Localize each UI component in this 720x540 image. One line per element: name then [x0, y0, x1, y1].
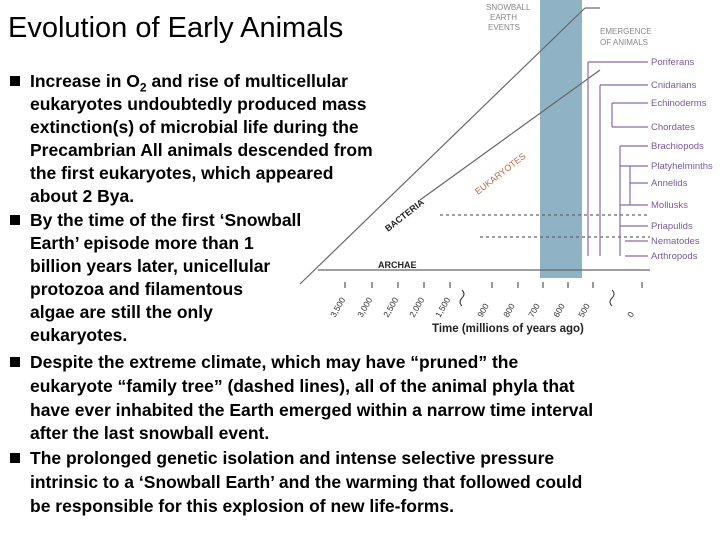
phylum-label: Nematodes — [651, 236, 700, 247]
bacteria-label: BACTERIA — [383, 197, 426, 234]
phylum-label: Mollusks — [651, 200, 688, 211]
eukaryotes-label: EUKARYOTES — [473, 151, 528, 197]
phylum-label: Poriferans — [651, 57, 695, 68]
snowball-band — [540, 0, 582, 278]
bullet-marker — [10, 215, 20, 225]
time-tick-label: 800 — [501, 301, 517, 319]
time-tick-label: 700 — [526, 301, 542, 319]
bullet-line: Increase in O2 and rise of multicellular — [30, 71, 348, 98]
time-tick-label: 3,500 — [328, 295, 347, 319]
time-tick-label: 1,500 — [433, 295, 452, 319]
label: EARTH — [490, 13, 517, 22]
bullet-line: Precambrian All animals descended from — [30, 140, 373, 160]
time-tick-label: 500 — [576, 301, 592, 319]
bullet-line: have ever inhabited the Earth emerged wi… — [30, 400, 594, 420]
bullet-line: algae are still the only — [30, 302, 213, 322]
text-run: and rise of multicellular — [146, 71, 348, 91]
label: EVENTS — [488, 23, 520, 32]
time-axis-label: Time (millions of years ago) — [432, 323, 584, 335]
phylum-label: Arthropods — [651, 251, 698, 262]
phylum-label: Chordates — [651, 122, 695, 133]
bullet-line: intrinsic to a ‘Snowball Earth’ and the … — [30, 472, 583, 492]
phylum-label: Cnidarians — [651, 80, 697, 91]
slide-title: Evolution of Early Animals — [8, 12, 344, 44]
phylum-label: Platyhelminths — [651, 161, 713, 172]
bullet-line: By the time of the first ‘Snowball — [30, 210, 302, 230]
bullet-line: protozoa and filamentous — [30, 279, 243, 299]
axis-breaks — [459, 289, 615, 307]
time-tick-label: 3,000 — [355, 295, 374, 319]
bullet-line: about 2 Bya. — [30, 186, 135, 206]
time-tick-label: 900 — [475, 301, 491, 319]
phylum-label: Echinoderms — [651, 98, 707, 109]
label: OF ANIMALS — [600, 38, 648, 47]
bullet-line: extinction(s) of microbial life during t… — [30, 117, 359, 137]
bullet-line: eukaryotes undoubtedly produced mass — [30, 94, 367, 114]
bullet-line: be responsible for this explosion of new… — [30, 496, 454, 516]
bullet-line: eukaryote “family tree” (dashed lines), … — [30, 376, 575, 396]
phylum-label: Priapulids — [651, 221, 693, 232]
archae-label: ARCHAE — [378, 260, 417, 270]
label: EMERGENCE — [600, 27, 652, 36]
label: SNOWBALL — [486, 3, 531, 12]
bullet-line: The prolonged genetic isolation and inte… — [30, 448, 555, 468]
phyla-tree — [587, 61, 648, 257]
tree-lines — [299, 7, 650, 285]
bullet-marker — [10, 453, 20, 463]
time-tick-label: 2,500 — [381, 295, 400, 319]
time-tick-label: 2,000 — [407, 295, 426, 319]
phylum-label: Annelids — [651, 178, 688, 189]
bullet-line: after the last snowball event. — [30, 423, 270, 443]
subscript: 2 — [139, 80, 147, 95]
phylum-label: Brachiopods — [651, 141, 704, 152]
time-tick-label: 0 — [625, 310, 636, 319]
bullet-line: the first eukaryotes, which appeared — [30, 163, 334, 183]
bullet-line: eukaryotes. — [30, 325, 128, 345]
bullet-marker — [10, 357, 20, 367]
time-tick-label: 600 — [551, 301, 567, 319]
text-run: Increase in O — [30, 71, 140, 91]
bullet-line: Despite the extreme climate, which may h… — [30, 352, 519, 372]
snowball-label: SNOWBALL EARTH EVENTS EMERGENCE OF ANIMA… — [486, 3, 652, 47]
bullet-line: billion years later, unicellular — [30, 256, 271, 276]
bullet-line: Earth’ episode more than 1 — [30, 233, 254, 253]
bullet-marker — [10, 76, 20, 86]
